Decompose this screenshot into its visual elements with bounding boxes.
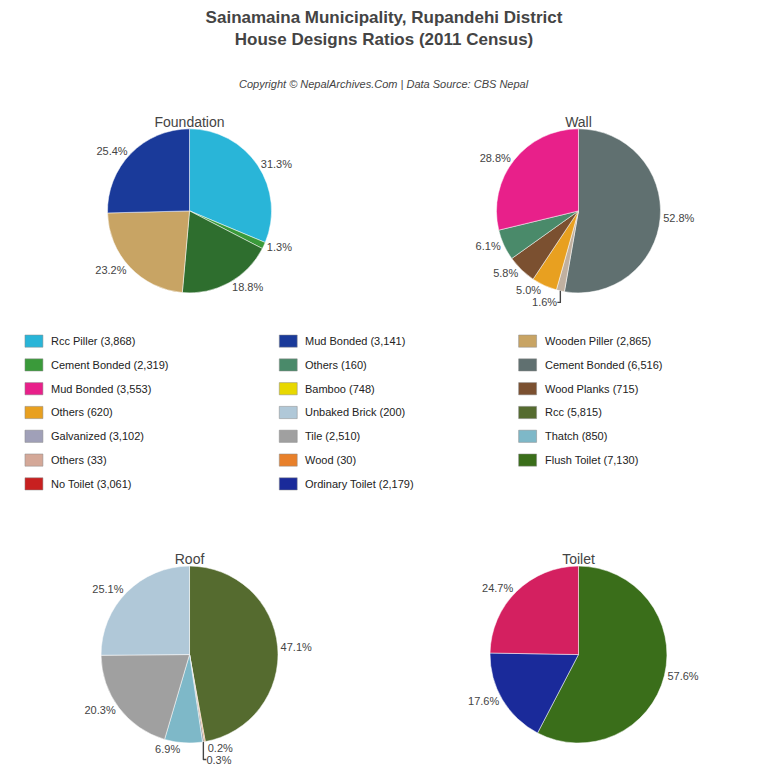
svg-text:Galvanized (3,102): Galvanized (3,102): [51, 430, 144, 442]
svg-text:0.3%: 0.3%: [206, 754, 231, 766]
svg-text:No Toilet (3,061): No Toilet (3,061): [51, 478, 132, 490]
svg-text:Rcc Piller (3,868): Rcc Piller (3,868): [51, 335, 135, 347]
svg-text:Toilet: Toilet: [562, 551, 595, 567]
svg-text:Rcc (5,815): Rcc (5,815): [545, 406, 602, 418]
svg-text:5.8%: 5.8%: [493, 267, 518, 279]
svg-text:23.2%: 23.2%: [95, 264, 126, 276]
svg-text:Mud Bonded (3,141): Mud Bonded (3,141): [305, 335, 405, 347]
svg-text:5.0%: 5.0%: [516, 284, 541, 296]
svg-text:Flush Toilet (7,130): Flush Toilet (7,130): [545, 454, 638, 466]
svg-text:0.2%: 0.2%: [208, 742, 233, 754]
svg-text:Ordinary Toilet (2,179): Ordinary Toilet (2,179): [305, 478, 414, 490]
svg-text:1.3%: 1.3%: [267, 241, 292, 253]
svg-text:Sainamaina Municipality, Rupan: Sainamaina Municipality, Rupandehi Distr…: [206, 8, 563, 49]
svg-text:31.3%: 31.3%: [261, 158, 292, 170]
svg-text:Unbaked Brick (200): Unbaked Brick (200): [305, 406, 405, 418]
svg-text:Foundation: Foundation: [154, 114, 224, 130]
svg-text:Tile (2,510): Tile (2,510): [305, 430, 360, 442]
svg-text:Cement Bonded (2,319): Cement Bonded (2,319): [51, 359, 168, 371]
svg-text:25.4%: 25.4%: [96, 145, 127, 157]
svg-text:Cement Bonded (6,516): Cement Bonded (6,516): [545, 359, 662, 371]
svg-text:28.8%: 28.8%: [480, 152, 511, 164]
svg-text:47.1%: 47.1%: [281, 641, 312, 653]
svg-text:17.6%: 17.6%: [468, 695, 499, 707]
svg-text:18.8%: 18.8%: [232, 281, 263, 293]
svg-text:Bamboo (748): Bamboo (748): [305, 383, 375, 395]
svg-text:6.9%: 6.9%: [155, 743, 180, 755]
svg-text:Others (33): Others (33): [51, 454, 107, 466]
svg-text:Thatch (850): Thatch (850): [545, 430, 607, 442]
svg-text:1.6%: 1.6%: [532, 296, 557, 308]
svg-text:Roof: Roof: [175, 551, 205, 567]
svg-text:Others (620): Others (620): [51, 406, 113, 418]
svg-text:20.3%: 20.3%: [84, 704, 115, 716]
svg-text:52.8%: 52.8%: [663, 212, 694, 224]
svg-text:6.1%: 6.1%: [476, 240, 501, 252]
svg-text:57.6%: 57.6%: [667, 670, 698, 682]
svg-text:25.1%: 25.1%: [92, 583, 123, 595]
svg-text:Others (160): Others (160): [305, 359, 367, 371]
svg-text:Copyright © NepalArchives.Com: Copyright © NepalArchives.Com | Data Sou…: [239, 78, 529, 90]
svg-text:Wall: Wall: [565, 114, 592, 130]
svg-text:Wood Planks (715): Wood Planks (715): [545, 383, 638, 395]
svg-text:Wooden Piller (2,865): Wooden Piller (2,865): [545, 335, 651, 347]
svg-text:Wood (30): Wood (30): [305, 454, 356, 466]
svg-text:Mud Bonded (3,553): Mud Bonded (3,553): [51, 383, 151, 395]
svg-text:24.7%: 24.7%: [482, 582, 513, 594]
